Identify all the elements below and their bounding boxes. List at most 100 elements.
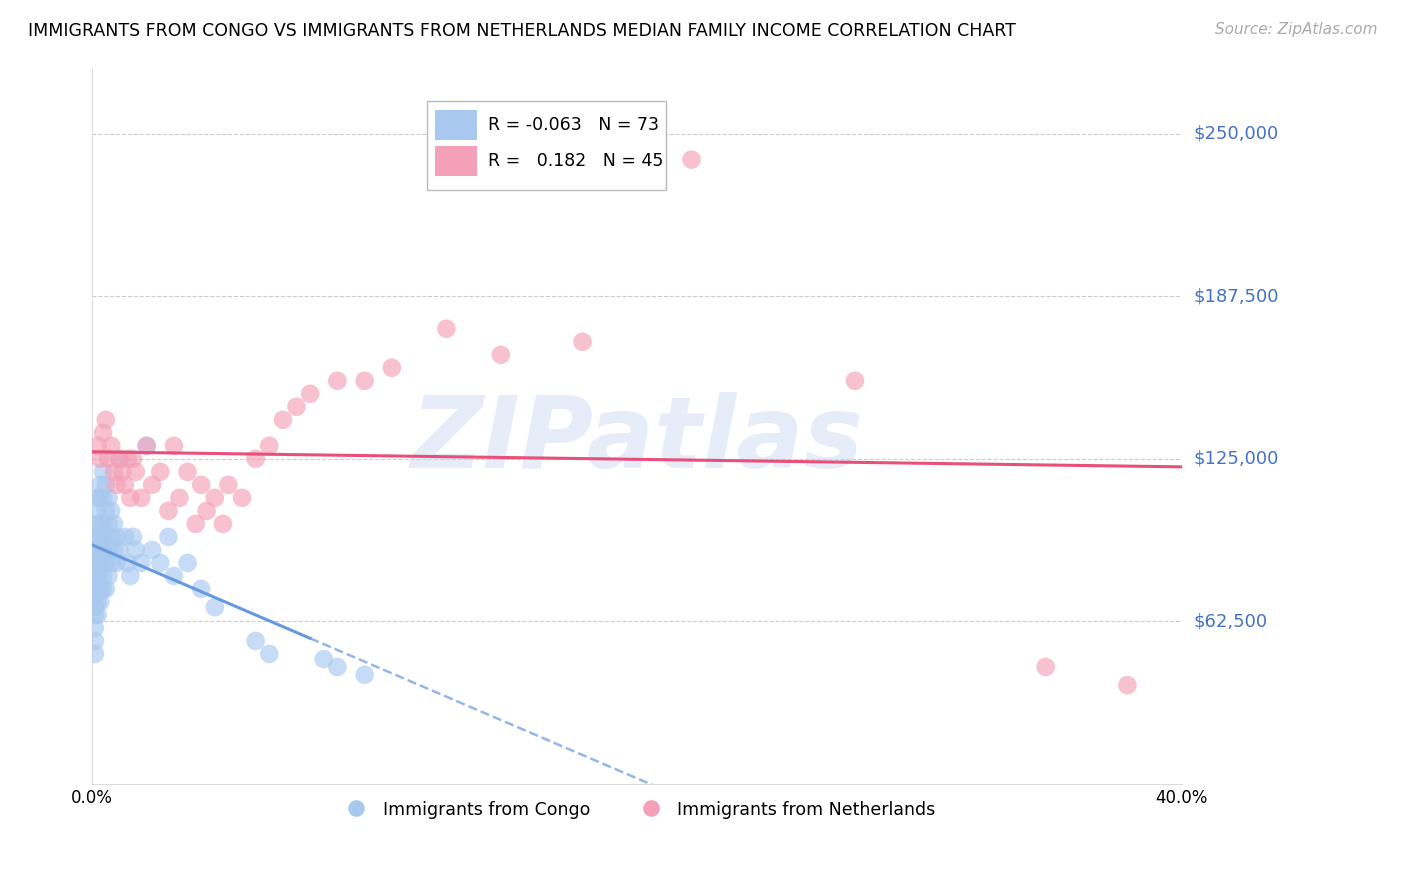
Point [91,465,114,479]
Point [91,516,114,531]
Point [353,667,375,681]
Bar [436,145,477,176]
Point [91,491,114,505]
Point [89,595,111,609]
Point [100,530,122,544]
Point [163,569,186,583]
Point [94,504,117,518]
Point [100,439,122,453]
Point [299,386,322,401]
Point [190,582,212,596]
Point [103,542,125,557]
Point [103,465,125,479]
Point [94,582,117,596]
Point [89,542,111,557]
Point [245,634,267,648]
Text: IMMIGRANTS FROM CONGO VS IMMIGRANTS FROM NETHERLANDS MEDIAN FAMILY INCOME CORREL: IMMIGRANTS FROM CONGO VS IMMIGRANTS FROM… [28,22,1017,40]
Point [108,451,131,466]
Point [97,451,120,466]
Point [312,652,335,666]
Point [103,516,125,531]
Point [195,504,218,518]
Point [169,491,191,505]
Point [1116,678,1139,692]
Point [86,439,108,453]
Point [83,530,105,544]
Point [114,478,136,492]
FancyBboxPatch shape [427,101,666,190]
Text: R =   0.182   N = 45: R = 0.182 N = 45 [488,152,664,169]
Point [94,530,117,544]
Point [129,556,152,570]
Point [105,530,128,544]
Point [91,425,114,440]
Point [681,153,703,167]
Point [217,478,239,492]
Point [120,569,142,583]
Point [184,516,207,531]
Legend: Immigrants from Congo, Immigrants from Netherlands: Immigrants from Congo, Immigrants from N… [332,794,942,825]
Point [381,360,404,375]
Text: R = -0.063   N = 73: R = -0.063 N = 73 [488,116,659,134]
Point [157,504,180,518]
Point [86,504,108,518]
Point [259,647,281,661]
Bar [436,110,477,140]
Point [89,556,111,570]
Text: $62,500: $62,500 [1194,613,1267,631]
Point [97,491,120,505]
Point [83,634,105,648]
Point [204,600,226,615]
Point [117,556,139,570]
Point [86,516,108,531]
Point [108,542,131,557]
Point [83,607,105,622]
Point [204,491,226,505]
Point [163,439,186,453]
Point [97,569,120,583]
Point [114,530,136,544]
Point [86,607,108,622]
Point [97,516,120,531]
Point [89,530,111,544]
Point [326,374,349,388]
Point [111,465,134,479]
Point [129,491,152,505]
Point [91,582,114,596]
Point [135,439,157,453]
Point [212,516,235,531]
Text: $187,500: $187,500 [1194,287,1278,305]
Point [97,542,120,557]
Point [91,542,114,557]
Point [91,569,114,583]
Text: $250,000: $250,000 [1194,125,1278,143]
Point [326,660,349,674]
Point [89,478,111,492]
Point [117,451,139,466]
Point [245,451,267,466]
Point [231,491,253,505]
Point [100,504,122,518]
Point [489,348,512,362]
Point [100,556,122,570]
Point [94,556,117,570]
Point [285,400,308,414]
Point [108,451,131,466]
Point [157,530,180,544]
Point [83,548,105,562]
Point [122,451,145,466]
Point [105,556,128,570]
Point [83,647,105,661]
Point [89,516,111,531]
Point [86,595,108,609]
Point [86,491,108,505]
Point [86,530,108,544]
Point [83,590,105,604]
Point [141,542,163,557]
Point [89,451,111,466]
Point [176,465,198,479]
Point [83,564,105,578]
Point [125,542,148,557]
Point [190,478,212,492]
Point [94,478,117,492]
